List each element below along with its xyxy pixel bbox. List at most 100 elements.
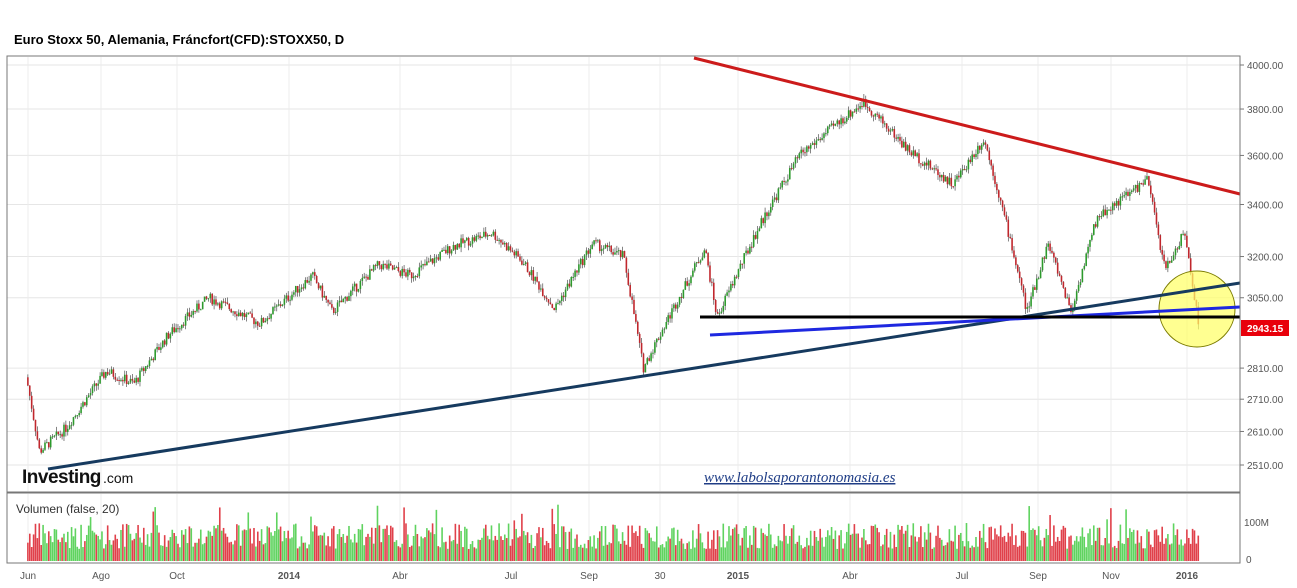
volume-bar <box>452 539 455 561</box>
volume-bar <box>836 548 839 561</box>
candle-body <box>1011 238 1013 251</box>
volume-bar <box>627 525 630 561</box>
volume-bar <box>127 525 130 561</box>
volume-bar <box>1163 543 1165 561</box>
volume-bar <box>1079 536 1082 561</box>
candle-body <box>125 374 128 384</box>
candle-body <box>1189 258 1192 274</box>
candle-body <box>154 349 156 361</box>
candle-body <box>646 358 649 365</box>
volume-bar <box>652 541 654 561</box>
watermark-link[interactable]: www.labolsaporantonomasia.es <box>704 470 896 486</box>
volume-bar <box>101 531 103 561</box>
candle-body <box>448 246 451 254</box>
volume-bar <box>194 542 196 561</box>
volume-bar <box>549 548 552 561</box>
volume-bar <box>1182 545 1184 561</box>
candle-body <box>122 379 124 382</box>
volume-bar <box>977 546 979 561</box>
candle-body <box>1102 209 1105 217</box>
volume-bar <box>342 533 345 561</box>
candle-body <box>684 281 687 290</box>
candle-body <box>294 286 297 293</box>
candle-body <box>1144 179 1146 185</box>
volume-bar <box>517 537 519 561</box>
candle-body <box>545 297 548 300</box>
volume-bar <box>509 545 512 561</box>
volume-bar <box>617 541 620 561</box>
candle-body <box>203 296 206 302</box>
candle-body <box>93 383 96 387</box>
candle-body <box>758 228 761 231</box>
x-tick-label: Sep <box>1029 571 1047 582</box>
volume-bar <box>762 532 764 561</box>
candle-body <box>709 265 711 282</box>
volume-bar <box>564 532 567 561</box>
volume-bar <box>1083 536 1086 561</box>
volume-bar <box>861 537 863 561</box>
candle-body <box>621 251 624 258</box>
candle-body <box>78 413 80 416</box>
candle-body <box>131 378 134 381</box>
candle-body <box>739 263 742 270</box>
volume-bar <box>350 539 352 561</box>
volume-bar <box>718 536 721 561</box>
candle-body <box>224 301 227 303</box>
volume-bar <box>741 537 744 561</box>
volume-bar <box>511 539 514 561</box>
candle-body <box>1186 235 1188 248</box>
volume-bar <box>739 545 742 561</box>
candle-body <box>372 265 375 271</box>
candle-body <box>591 244 593 249</box>
candle-body <box>1001 200 1004 208</box>
volume-bar <box>376 505 379 561</box>
candle-body <box>764 212 766 224</box>
volume-bar <box>844 543 846 561</box>
volume-bar <box>673 527 675 561</box>
candle-body <box>148 360 151 366</box>
volume-bar <box>173 533 175 561</box>
candle-body <box>234 311 236 315</box>
candle-body <box>475 235 478 241</box>
candle-body <box>296 286 299 293</box>
candle-body <box>707 253 709 266</box>
candle-body <box>443 249 445 251</box>
candle-body <box>543 296 546 298</box>
candle-body <box>196 303 198 312</box>
candle-body <box>260 317 263 327</box>
candle-body <box>682 289 685 298</box>
candle-body <box>1009 236 1011 239</box>
candle-body <box>291 294 293 300</box>
volume-bar <box>990 526 992 561</box>
price-panel-frame <box>6 55 1241 493</box>
candle-body <box>146 365 149 367</box>
candle-body <box>908 145 911 153</box>
candle-body <box>49 436 52 448</box>
volume-bar <box>355 542 358 561</box>
candle-body <box>51 436 54 438</box>
volume-bar <box>458 524 460 561</box>
volume-bar <box>602 545 605 561</box>
volume-bar <box>1047 535 1049 561</box>
candle-body <box>199 309 202 311</box>
volume-bar <box>139 537 141 561</box>
volume-bar <box>28 533 31 561</box>
volume-bar <box>669 538 671 561</box>
volume-bar <box>426 528 428 561</box>
volume-tick-0: 0 <box>1246 555 1252 566</box>
candle-body <box>232 311 234 313</box>
volume-bar <box>608 542 611 561</box>
volume-bar <box>944 545 947 561</box>
candle-body <box>1168 261 1171 263</box>
candle-body <box>728 290 730 293</box>
volume-bar <box>313 525 316 561</box>
candle-body <box>513 251 516 256</box>
candle-body <box>726 292 728 296</box>
candle-body <box>821 138 823 140</box>
volume-bar <box>543 545 546 561</box>
candle-body <box>576 270 578 273</box>
candle-body <box>838 120 840 125</box>
volume-bar <box>245 530 248 561</box>
y-tick-label: 2610.00 <box>1247 427 1284 438</box>
